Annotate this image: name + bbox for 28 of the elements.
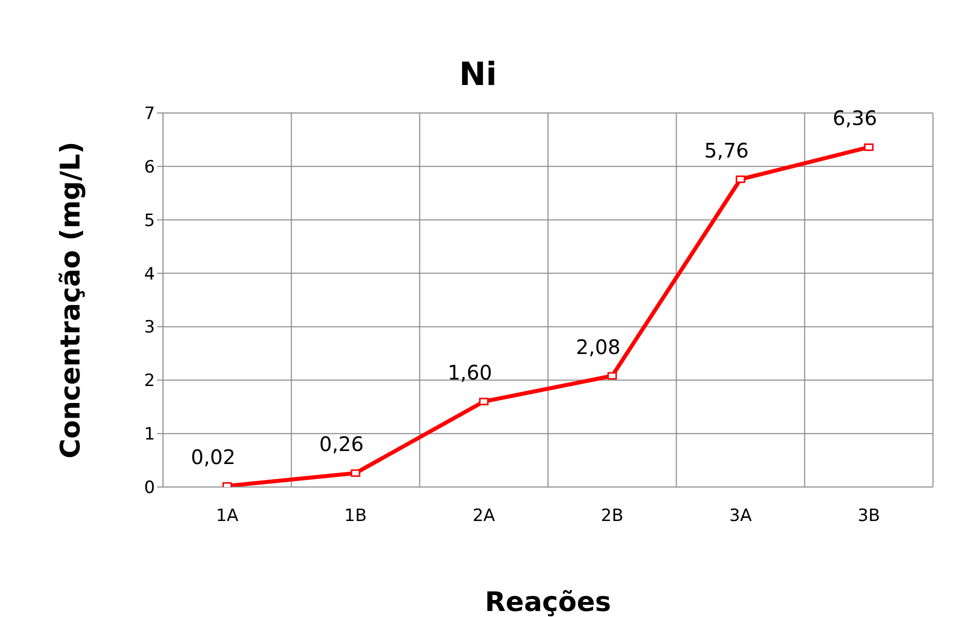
x-tick-label: 1B [344,506,367,526]
text: 1,60 [448,360,492,385]
y-tick-label: 1 [144,424,155,445]
text: 0,02 [190,444,236,469]
y-tick-label: 3 [144,318,155,338]
y-tick-label: 4 [144,264,155,284]
y-tick-label: 6 [144,157,155,178]
text: 6,36 [832,106,878,130]
point [864,143,874,151]
x-axis-title: Reações [484,587,612,617]
chart-title: Ni [458,55,498,93]
x-tick-label: 3B [858,506,880,526]
x-tick-label: 2A [472,506,496,526]
y-tick-label: 0 [144,478,155,498]
y-tick-label: 7 [144,104,155,124]
y-tick-label: 2 [144,371,155,392]
x-tick-label: 1A [216,506,239,526]
point [350,469,360,477]
y-tick-label: 5 [144,210,155,231]
x-tick-label: 2B [600,506,624,526]
y-axis-title: Concentração (mg/L) [56,142,87,458]
point [736,176,746,183]
x-tick-label: 3A [729,506,752,526]
point [607,372,617,380]
text: 0,26 [319,432,364,456]
text: 2,08 [576,334,620,359]
point [479,398,489,406]
text: 5,76 [704,138,749,162]
